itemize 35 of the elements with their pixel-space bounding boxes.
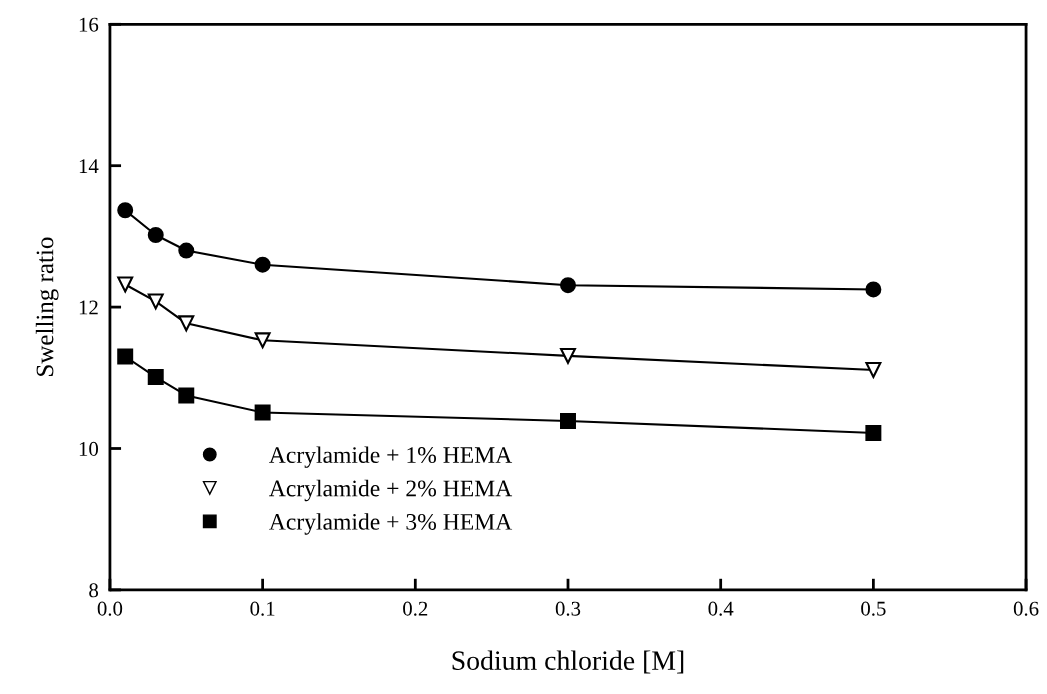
point [117,202,134,219]
point [865,424,882,441]
point [865,362,882,378]
point [865,281,882,298]
point [560,347,576,364]
point [254,404,271,421]
point [254,256,271,273]
point [178,315,195,332]
point [560,277,576,294]
point [178,242,195,259]
point [254,332,271,349]
x-tick-label: 0.3 [555,601,581,616]
x-tick-label: 0.0 [97,601,123,616]
y-tick-label: 12 [79,300,98,315]
point [147,226,164,243]
legend-label: Acrylamide + 2% HEMA [269,479,513,502]
point [178,387,195,404]
y-tick-label: 16 [79,17,99,32]
point [147,369,164,386]
legend-label: Acrylamide + 1% HEMA [269,446,513,468]
point [117,348,134,365]
point [560,412,576,429]
x-tick-label: 0.5 [861,601,886,616]
x-tick-label: 0.2 [403,601,428,616]
legend-label: Acrylamide + 3% HEMA [269,513,513,535]
y-tick-label: 8 [89,583,99,598]
x-tick-label: 0.4 [708,601,734,616]
x-axis-title: Sodium chloride [M] [452,650,684,674]
y-tick-label: 10 [79,441,99,456]
y-axis-title: Swelling ratio [35,237,59,376]
y-tick-label: 14 [79,159,99,173]
x-tick-label: 0.1 [250,601,275,616]
x-tick-label: 0.6 [1013,601,1039,616]
point [117,276,134,293]
point [147,293,164,310]
